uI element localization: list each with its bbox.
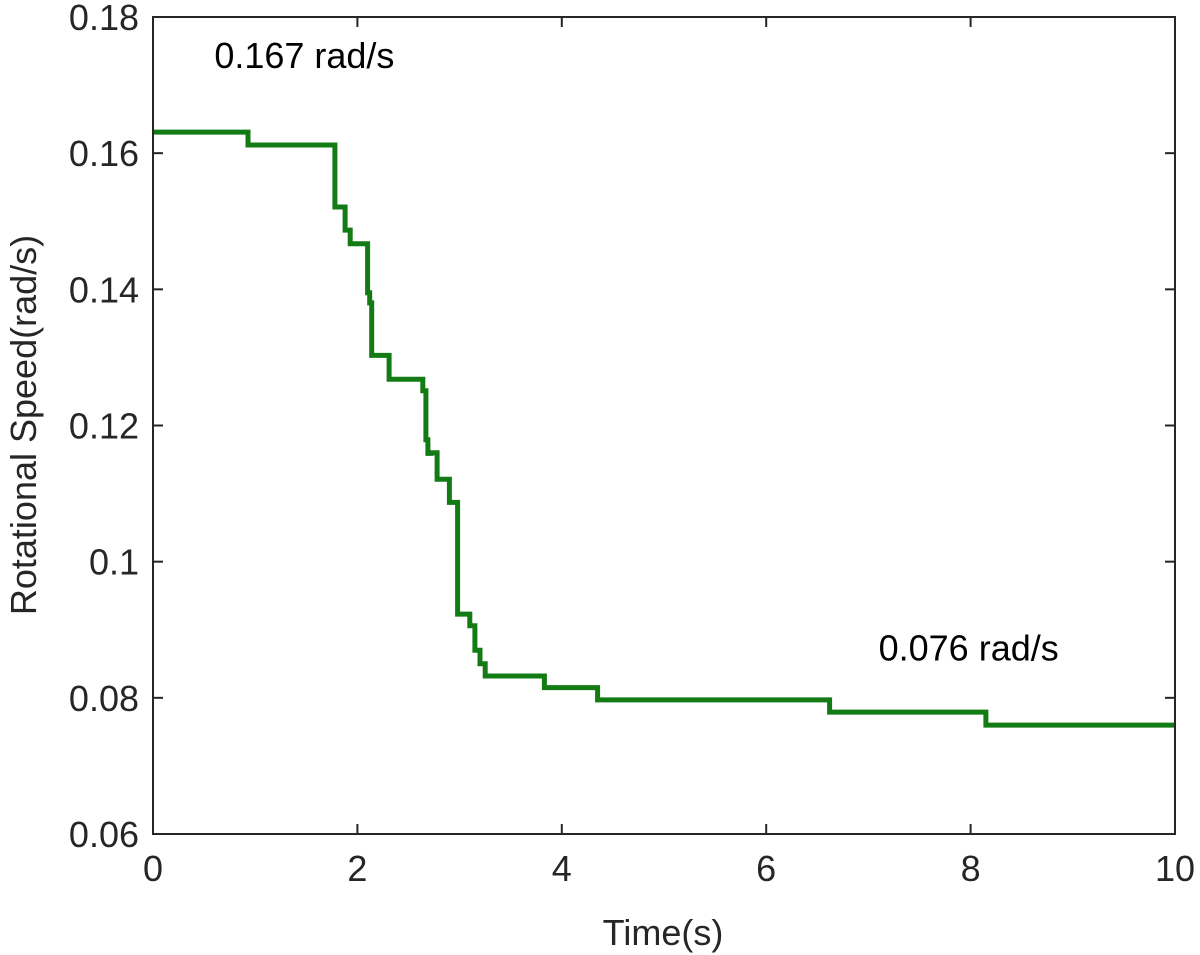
annotation-layer: 0.167 rad/s 0.076 rad/s [214, 35, 1058, 668]
x-tick-label: 6 [756, 848, 776, 889]
axes-layer: 0 2 4 6 8 10 0.06 0.08 0.1 0.12 0.14 0.16 0.18 [69, 0, 1195, 889]
y-tick-label: 0.08 [69, 678, 139, 719]
y-tick-label: 0.18 [69, 0, 139, 38]
x-tick-label: 8 [961, 848, 981, 889]
x-tick-label: 0 [143, 848, 163, 889]
y-tick-label: 0.12 [69, 406, 139, 447]
annotation-label: 0.076 rad/s [879, 627, 1059, 668]
plot-area [153, 17, 1175, 834]
x-axis-title: Time(s) [603, 912, 724, 953]
x-tick-label: 2 [347, 848, 367, 889]
data-layer [153, 129, 1175, 728]
x-tick-label: 4 [552, 848, 572, 889]
plot-background [153, 17, 1175, 834]
series-line-0 [153, 129, 1175, 728]
y-axis-title: Rotational Speed(rad/s) [3, 235, 44, 615]
x-tick-label: 10 [1155, 848, 1195, 889]
y-tick-label: 0.06 [69, 814, 139, 855]
y-tick-label: 0.14 [69, 269, 139, 310]
y-tick-label: 0.1 [89, 542, 139, 583]
y-tick-label: 0.16 [69, 133, 139, 174]
annotation-label: 0.167 rad/s [214, 35, 394, 76]
